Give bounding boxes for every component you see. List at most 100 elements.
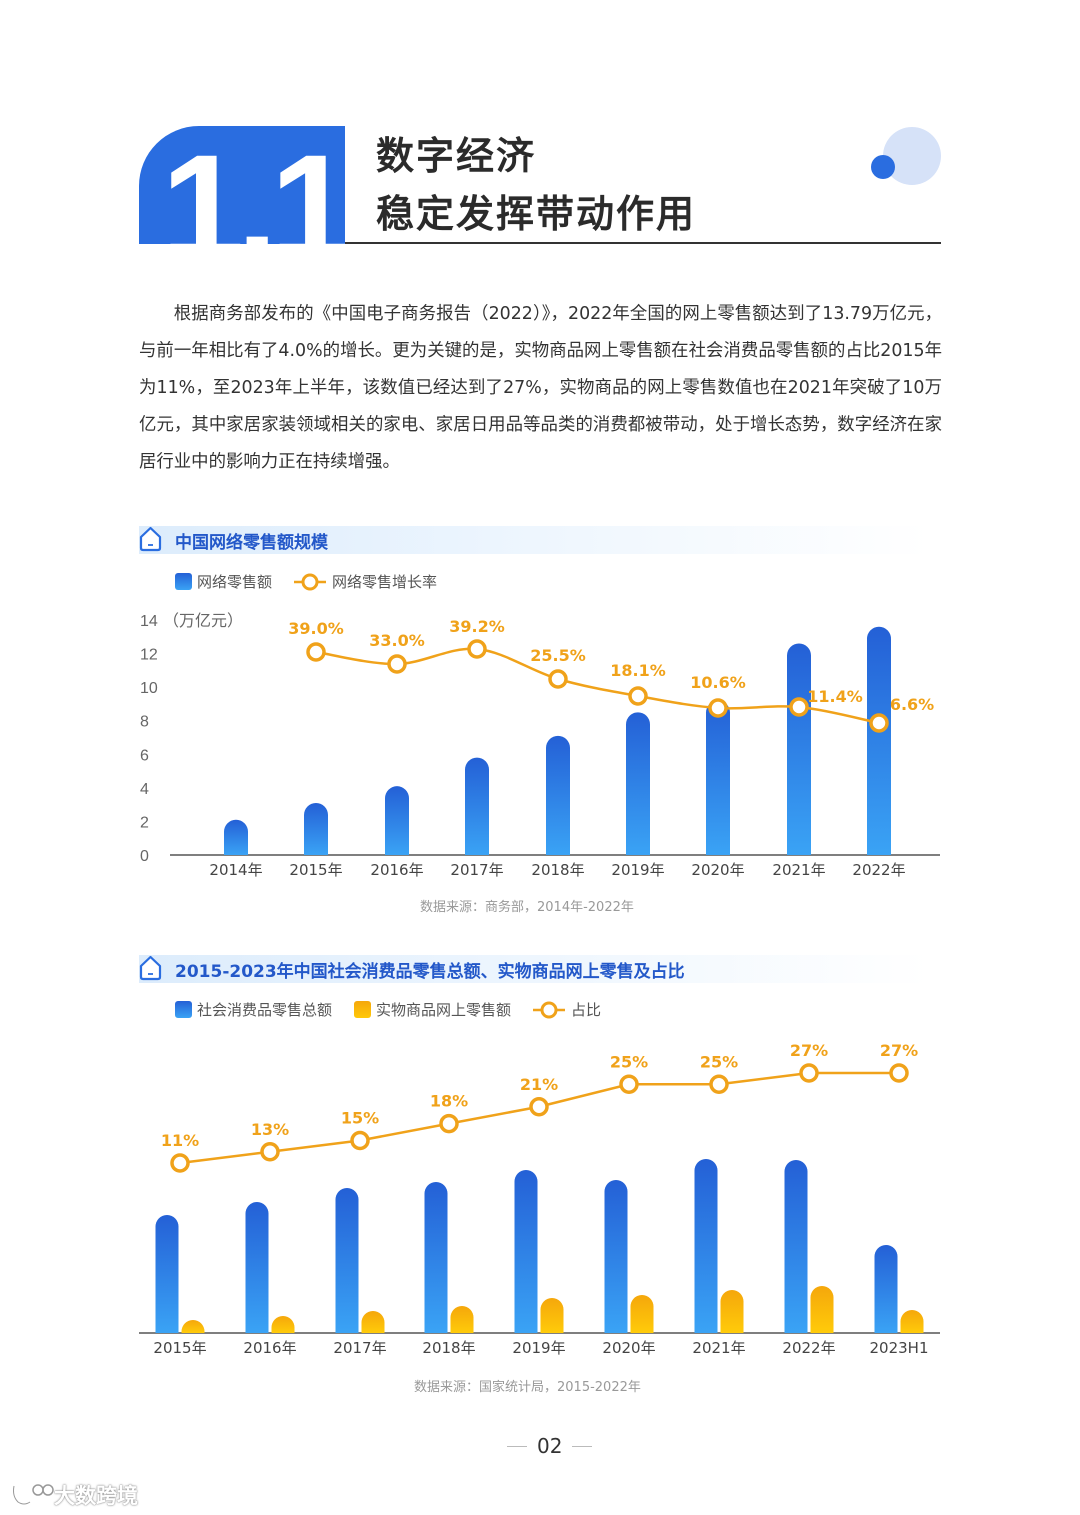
bar-physical-online [450, 1306, 474, 1333]
home-icon [139, 955, 162, 981]
bar-physical-online [630, 1295, 654, 1333]
growth-rate-label: 39.2% [449, 617, 505, 636]
share-label: 27% [790, 1041, 828, 1060]
share-marker [529, 1097, 549, 1117]
chart1-title: 中国网络零售额规模 [175, 533, 328, 553]
bar-physical-online [810, 1286, 834, 1333]
title-divider [345, 242, 941, 244]
share-marker [439, 1113, 459, 1134]
share-marker [799, 1063, 819, 1083]
legend-item-physical-online: 实物商品网上零售额 [354, 999, 511, 1020]
x-tick-label: 2016年 [243, 1339, 296, 1357]
bar-online-retail [867, 626, 891, 855]
legend-label: 网络零售增长率 [332, 573, 438, 591]
growth-rate-marker [467, 639, 487, 659]
bar-total-retail [424, 1182, 448, 1333]
y-tick-label: 14 [140, 613, 158, 630]
x-tick-label: 2019年 [512, 1339, 565, 1357]
x-tick-label: 2020年 [691, 861, 744, 879]
bar-total-retail [245, 1202, 269, 1333]
legend-label: 网络零售额 [197, 573, 273, 591]
x-tick-label: 2015年 [289, 861, 342, 879]
y-axis-unit: （万亿元） [163, 612, 243, 630]
legend-swatch-blue [175, 1001, 192, 1018]
chart2-title: 2015-2023年中国社会消费品零售总额、实物商品网上零售及占比 [175, 962, 685, 982]
watermark-logo-icon [11, 1484, 54, 1506]
section-number: 1.1 [161, 126, 345, 244]
chart2-source: 数据来源：国家统计局，2015-2022年 [414, 1380, 641, 1395]
legend-item-total-retail: 社会消费品零售总额 [175, 999, 332, 1020]
share-label: 25% [700, 1052, 738, 1071]
decorative-circle-small [871, 155, 895, 179]
y-tick-label: 2 [140, 814, 149, 831]
legend-item-share: 占比 [533, 999, 601, 1020]
share-label: 21% [520, 1075, 558, 1094]
bar-total-retail [784, 1160, 808, 1333]
bar-total-retail [604, 1180, 628, 1333]
legend-label: 实物商品网上零售额 [376, 1001, 512, 1019]
x-tick-label: 2014年 [209, 861, 262, 879]
x-tick-label: 2021年 [692, 1339, 745, 1357]
y-tick-label: 8 [140, 714, 149, 731]
share-marker [889, 1063, 909, 1083]
growth-rate-marker [628, 686, 648, 706]
bar-online-retail [304, 802, 328, 855]
growth-rate-marker [306, 642, 326, 662]
x-tick-label: 2022年 [782, 1339, 835, 1357]
y-tick-label: 4 [140, 781, 149, 798]
share-marker [709, 1074, 729, 1094]
watermark: 大数跨境 [10, 1480, 138, 1510]
chart1-source: 数据来源：商务部，2014年-2022年 [420, 900, 634, 915]
x-tick-label: 2020年 [602, 1339, 655, 1357]
line-marker-icon [294, 573, 327, 590]
share-marker [619, 1074, 639, 1094]
legend-item-growth-rate: 网络零售增长率 [294, 571, 437, 592]
bar-physical-online [540, 1298, 564, 1333]
growth-rate-label: 39.0% [288, 619, 344, 638]
legend-swatch-blue [175, 573, 192, 590]
chart1-legend: 网络零售额 网络零售增长率 [175, 571, 459, 592]
y-tick-label: 0 [140, 848, 149, 865]
y-tick-label: 12 [140, 647, 158, 664]
growth-rate-label: 10.6% [690, 673, 746, 692]
growth-rate-label: 18.1% [610, 661, 666, 680]
bar-physical-online [900, 1310, 924, 1333]
share-line [179, 1071, 899, 1165]
growth-rate-label: 6.6% [890, 695, 934, 714]
bar-online-retail [465, 757, 489, 855]
page-number-dash-left [507, 1445, 527, 1447]
bar-total-retail [335, 1188, 359, 1333]
growth-rate-marker [387, 654, 407, 674]
page-number-text: 02 [537, 1434, 563, 1458]
bar-online-retail [626, 712, 650, 855]
share-label: 18% [430, 1092, 468, 1111]
bar-physical-online [720, 1290, 744, 1333]
bar-physical-online [361, 1311, 385, 1333]
x-tick-label: 2017年 [450, 861, 503, 879]
share-label: 13% [251, 1120, 289, 1139]
decorative-circle-large [883, 127, 941, 185]
chart1-header: 中国网络零售额规模 [139, 526, 929, 554]
legend-label: 占比 [571, 1001, 602, 1019]
legend-label: 社会消费品零售总额 [197, 1001, 333, 1019]
share-label: 11% [161, 1131, 199, 1150]
chart2-header: 2015-2023年中国社会消费品零售总额、实物商品网上零售及占比 [139, 955, 929, 983]
legend-swatch-yellow [354, 1001, 372, 1018]
growth-rate-marker [708, 698, 728, 718]
bar-online-retail [224, 819, 248, 855]
bar-total-retail [155, 1215, 179, 1333]
section-number-block: 1.1 [139, 126, 345, 244]
growth-rate-marker [789, 697, 809, 717]
share-marker [170, 1153, 190, 1173]
y-tick-label: 6 [140, 747, 149, 764]
growth-rate-label: 25.5% [530, 646, 586, 665]
share-label: 15% [341, 1109, 379, 1128]
growth-rate-label: 33.0% [369, 631, 425, 650]
intro-text: 根据商务部发布的《中国电子商务报告（2022）》，2022年全国的网上零售额达到… [139, 304, 942, 472]
page-number: 02 [497, 1434, 602, 1458]
home-icon [139, 526, 162, 552]
page-title-line2: 稳定发挥带动作用 [376, 192, 697, 236]
bar-online-retail [787, 643, 811, 855]
chart2-legend: 社会消费品零售总额 实物商品网上零售额 占比 [175, 999, 623, 1020]
y-tick-label: 10 [140, 680, 158, 697]
